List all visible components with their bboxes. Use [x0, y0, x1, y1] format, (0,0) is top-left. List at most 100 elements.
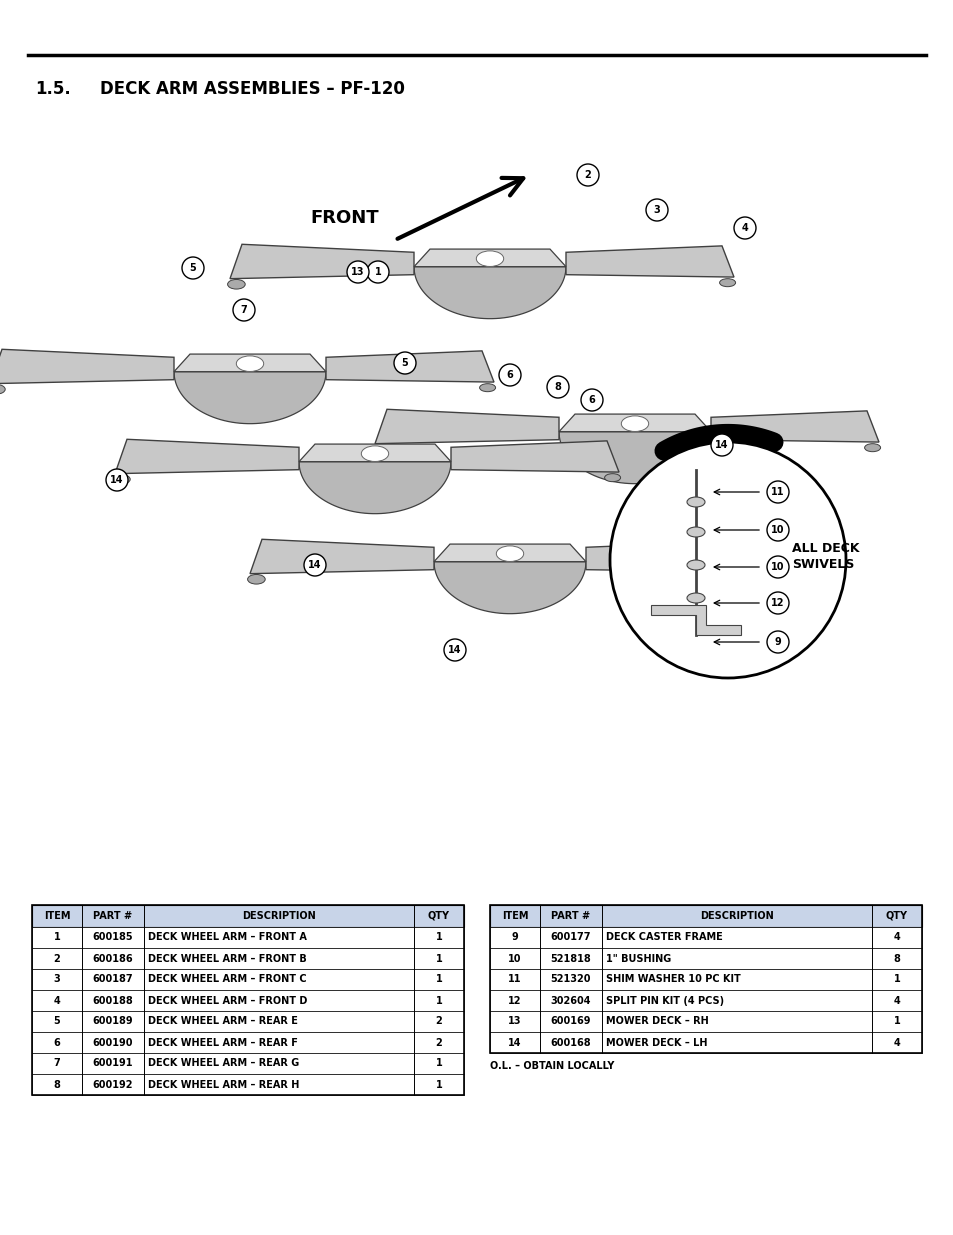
Bar	[32, 1011, 463, 1032]
Text: SPLIT PIN KIT (4 PCS): SPLIT PIN KIT (4 PCS)	[605, 995, 723, 1005]
Polygon shape	[298, 462, 451, 514]
Text: 4: 4	[53, 995, 60, 1005]
Text: 600190: 600190	[92, 1037, 133, 1047]
Text: 1: 1	[893, 974, 900, 984]
Ellipse shape	[248, 574, 265, 584]
Text: 3: 3	[653, 205, 659, 215]
Polygon shape	[375, 409, 558, 443]
Text: DECK WHEEL ARM – FRONT D: DECK WHEEL ARM – FRONT D	[148, 995, 307, 1005]
Text: 5: 5	[53, 1016, 60, 1026]
Circle shape	[580, 389, 602, 411]
Text: QTY: QTY	[428, 911, 450, 921]
Text: 5: 5	[401, 358, 408, 368]
Text: 302604: 302604	[550, 995, 591, 1005]
Text: 14: 14	[111, 475, 124, 485]
Text: 10: 10	[770, 525, 784, 535]
Bar	[32, 1074, 463, 1095]
Ellipse shape	[228, 279, 245, 289]
Text: 14: 14	[308, 559, 321, 571]
Bar	[490, 1032, 921, 1053]
Text: MOWER DECK – LH: MOWER DECK – LH	[605, 1037, 707, 1047]
Circle shape	[766, 519, 788, 541]
Bar	[490, 990, 921, 1011]
Bar	[490, 969, 921, 990]
Polygon shape	[173, 372, 326, 424]
Text: 14: 14	[448, 645, 461, 655]
Text: 4: 4	[893, 995, 900, 1005]
Text: 6: 6	[506, 370, 513, 380]
Text: 5: 5	[190, 263, 196, 273]
Circle shape	[645, 199, 667, 221]
Circle shape	[766, 631, 788, 653]
Text: 1: 1	[893, 1016, 900, 1026]
Circle shape	[609, 442, 845, 678]
Circle shape	[106, 469, 128, 492]
Text: 4: 4	[893, 1037, 900, 1047]
Polygon shape	[434, 545, 585, 562]
Ellipse shape	[373, 445, 390, 454]
Text: 12: 12	[770, 598, 784, 608]
Text: 14: 14	[715, 440, 728, 450]
Ellipse shape	[620, 416, 648, 431]
Text: DECK WHEEL ARM – FRONT B: DECK WHEEL ARM – FRONT B	[148, 953, 307, 963]
Polygon shape	[250, 540, 434, 574]
Polygon shape	[414, 249, 565, 267]
Text: 1" BUSHING: 1" BUSHING	[605, 953, 671, 963]
Text: 600177: 600177	[550, 932, 591, 942]
Polygon shape	[326, 351, 494, 382]
Text: 4: 4	[740, 224, 747, 233]
Text: 10: 10	[508, 953, 521, 963]
Ellipse shape	[496, 546, 523, 562]
Text: DESCRIPTION: DESCRIPTION	[700, 911, 773, 921]
Text: DECK ARM ASSEMBLIES – PF-120: DECK ARM ASSEMBLIES – PF-120	[100, 80, 404, 98]
Text: 12: 12	[508, 995, 521, 1005]
Circle shape	[710, 433, 732, 456]
Circle shape	[347, 261, 369, 283]
Polygon shape	[558, 432, 710, 484]
Text: DECK WHEEL ARM – FRONT A: DECK WHEEL ARM – FRONT A	[148, 932, 307, 942]
Text: ITEM: ITEM	[44, 911, 71, 921]
Ellipse shape	[686, 593, 704, 603]
Circle shape	[233, 299, 254, 321]
Text: 13: 13	[508, 1016, 521, 1026]
Text: SHIM WASHER 10 PC KIT: SHIM WASHER 10 PC KIT	[605, 974, 740, 984]
Text: PART #: PART #	[551, 911, 590, 921]
Text: 8: 8	[53, 1079, 60, 1089]
Text: 9: 9	[511, 932, 517, 942]
Bar	[490, 927, 921, 948]
Text: DECK CASTER FRAME: DECK CASTER FRAME	[605, 932, 722, 942]
Text: O.L. – OBTAIN LOCALLY: O.L. – OBTAIN LOCALLY	[490, 1061, 614, 1071]
Polygon shape	[650, 605, 740, 635]
Text: ALL DECK
SWIVELS: ALL DECK SWIVELS	[791, 542, 859, 572]
Text: 4: 4	[893, 932, 900, 942]
Text: QTY: QTY	[885, 911, 907, 921]
Text: DECK WHEEL ARM – FRONT C: DECK WHEEL ARM – FRONT C	[148, 974, 306, 984]
Bar	[32, 927, 463, 948]
Bar	[32, 948, 463, 969]
Polygon shape	[0, 350, 173, 384]
Ellipse shape	[686, 559, 704, 571]
Text: 600191: 600191	[92, 1058, 133, 1068]
Circle shape	[394, 352, 416, 374]
Text: 8: 8	[554, 382, 561, 391]
Text: FRONT: FRONT	[310, 209, 378, 227]
Circle shape	[304, 555, 326, 576]
Text: 10: 10	[770, 562, 784, 572]
Text: 1: 1	[436, 974, 442, 984]
Text: 6: 6	[53, 1037, 60, 1047]
Text: 1: 1	[375, 267, 381, 277]
Ellipse shape	[686, 527, 704, 537]
Ellipse shape	[479, 384, 495, 391]
Circle shape	[443, 638, 465, 661]
Text: 1: 1	[53, 932, 60, 942]
Polygon shape	[298, 445, 451, 462]
Polygon shape	[173, 354, 326, 372]
Text: 7: 7	[53, 1058, 60, 1068]
Text: 2: 2	[436, 1037, 442, 1047]
Circle shape	[546, 375, 568, 398]
Ellipse shape	[236, 356, 263, 372]
Text: 600189: 600189	[92, 1016, 133, 1026]
Text: 8: 8	[893, 953, 900, 963]
Text: DECK WHEEL ARM – REAR F: DECK WHEEL ARM – REAR F	[148, 1037, 297, 1047]
Text: DECK WHEEL ARM – REAR E: DECK WHEEL ARM – REAR E	[148, 1016, 297, 1026]
